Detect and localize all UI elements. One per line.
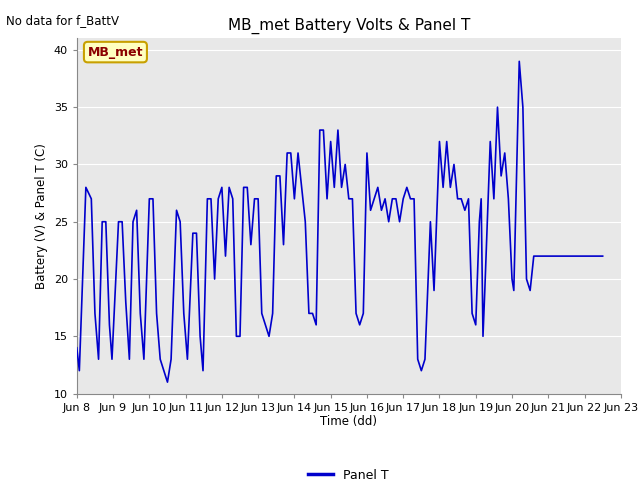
Text: No data for f_BattV: No data for f_BattV [6,14,120,27]
Text: MB_met: MB_met [88,46,143,59]
Title: MB_met Battery Volts & Panel T: MB_met Battery Volts & Panel T [228,18,470,34]
X-axis label: Time (dd): Time (dd) [320,415,378,429]
Legend: Panel T: Panel T [303,464,394,480]
Y-axis label: Battery (V) & Panel T (C): Battery (V) & Panel T (C) [35,143,48,289]
